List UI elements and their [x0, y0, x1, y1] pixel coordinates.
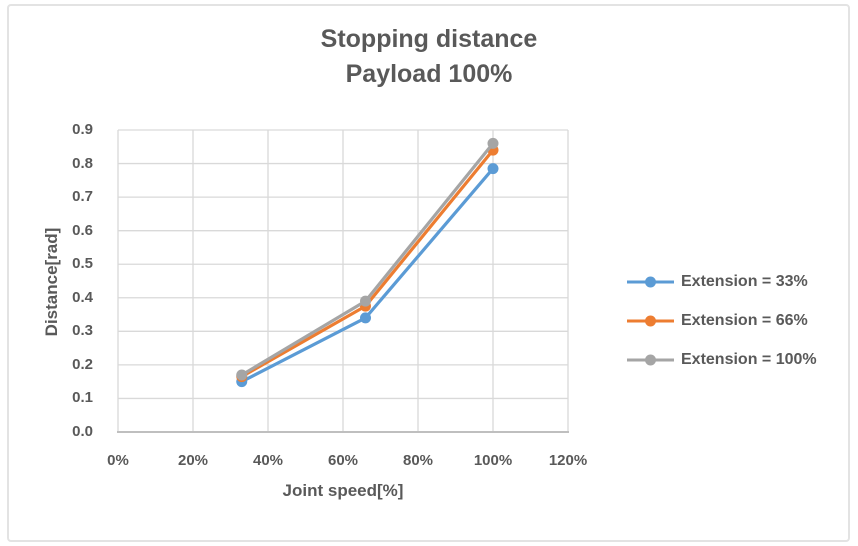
legend-marker: [645, 315, 656, 326]
legend-line-marker-swatch: [627, 315, 674, 326]
data-point-marker: [487, 137, 499, 149]
x-tick-label: 40%: [252, 452, 284, 469]
data-point-marker: [360, 295, 371, 307]
y-tick-label: 0.4: [72, 288, 93, 306]
legend-line-marker-swatch: [627, 354, 674, 365]
x-tick-label: 120%: [548, 452, 588, 469]
series-line: [240, 141, 495, 377]
series-line: [240, 166, 495, 384]
x-tick-label: 80%: [402, 452, 434, 469]
data-point-marker: [236, 369, 248, 381]
chart-title-line1: Stopping distance: [320, 25, 538, 53]
x-tick-label: 0%: [107, 452, 129, 469]
data-point-marker: [487, 163, 499, 175]
chart-title: Stopping distance Payload 100%: [0, 22, 858, 92]
legend-marker: [645, 354, 656, 365]
y-tick-label: 0.6: [72, 221, 93, 239]
legend-entry: Extension = 33%: [627, 262, 817, 301]
legend-label: Extension = 100%: [681, 350, 817, 368]
y-tick-label: 0.8: [72, 154, 93, 172]
data-point-marker: [360, 312, 371, 324]
y-tick-label: 0.7: [72, 188, 93, 206]
legend: Extension = 33% Extension = 66% Extension …: [627, 262, 817, 379]
chart-title-line2: Payload 100%: [345, 60, 513, 88]
y-tick-label: 0.9: [72, 121, 93, 138]
x-tick-label: 60%: [327, 452, 359, 469]
y-tick-label: 0.0: [72, 423, 93, 440]
y-tick-label: 0.5: [72, 255, 93, 273]
y-tick-label: 0.2: [72, 355, 93, 373]
legend-marker: [645, 276, 656, 287]
legend-label: Extension = 66%: [681, 311, 808, 329]
series-line: [240, 148, 495, 379]
y-tick-label: 0.1: [72, 389, 93, 407]
y-tick-label: 0.3: [72, 322, 93, 340]
x-tick-label: 100%: [473, 452, 513, 469]
legend-label: Extension = 33%: [681, 272, 808, 290]
y-axis-title: Distance[rad]: [42, 227, 61, 337]
x-tick-label: 20%: [177, 452, 209, 469]
x-axis-title: Joint speed[%]: [282, 481, 404, 500]
legend-entry: Extension = 100%: [627, 340, 817, 379]
legend-entry: Extension = 66%: [627, 301, 817, 340]
legend-line-marker-swatch: [627, 276, 674, 287]
